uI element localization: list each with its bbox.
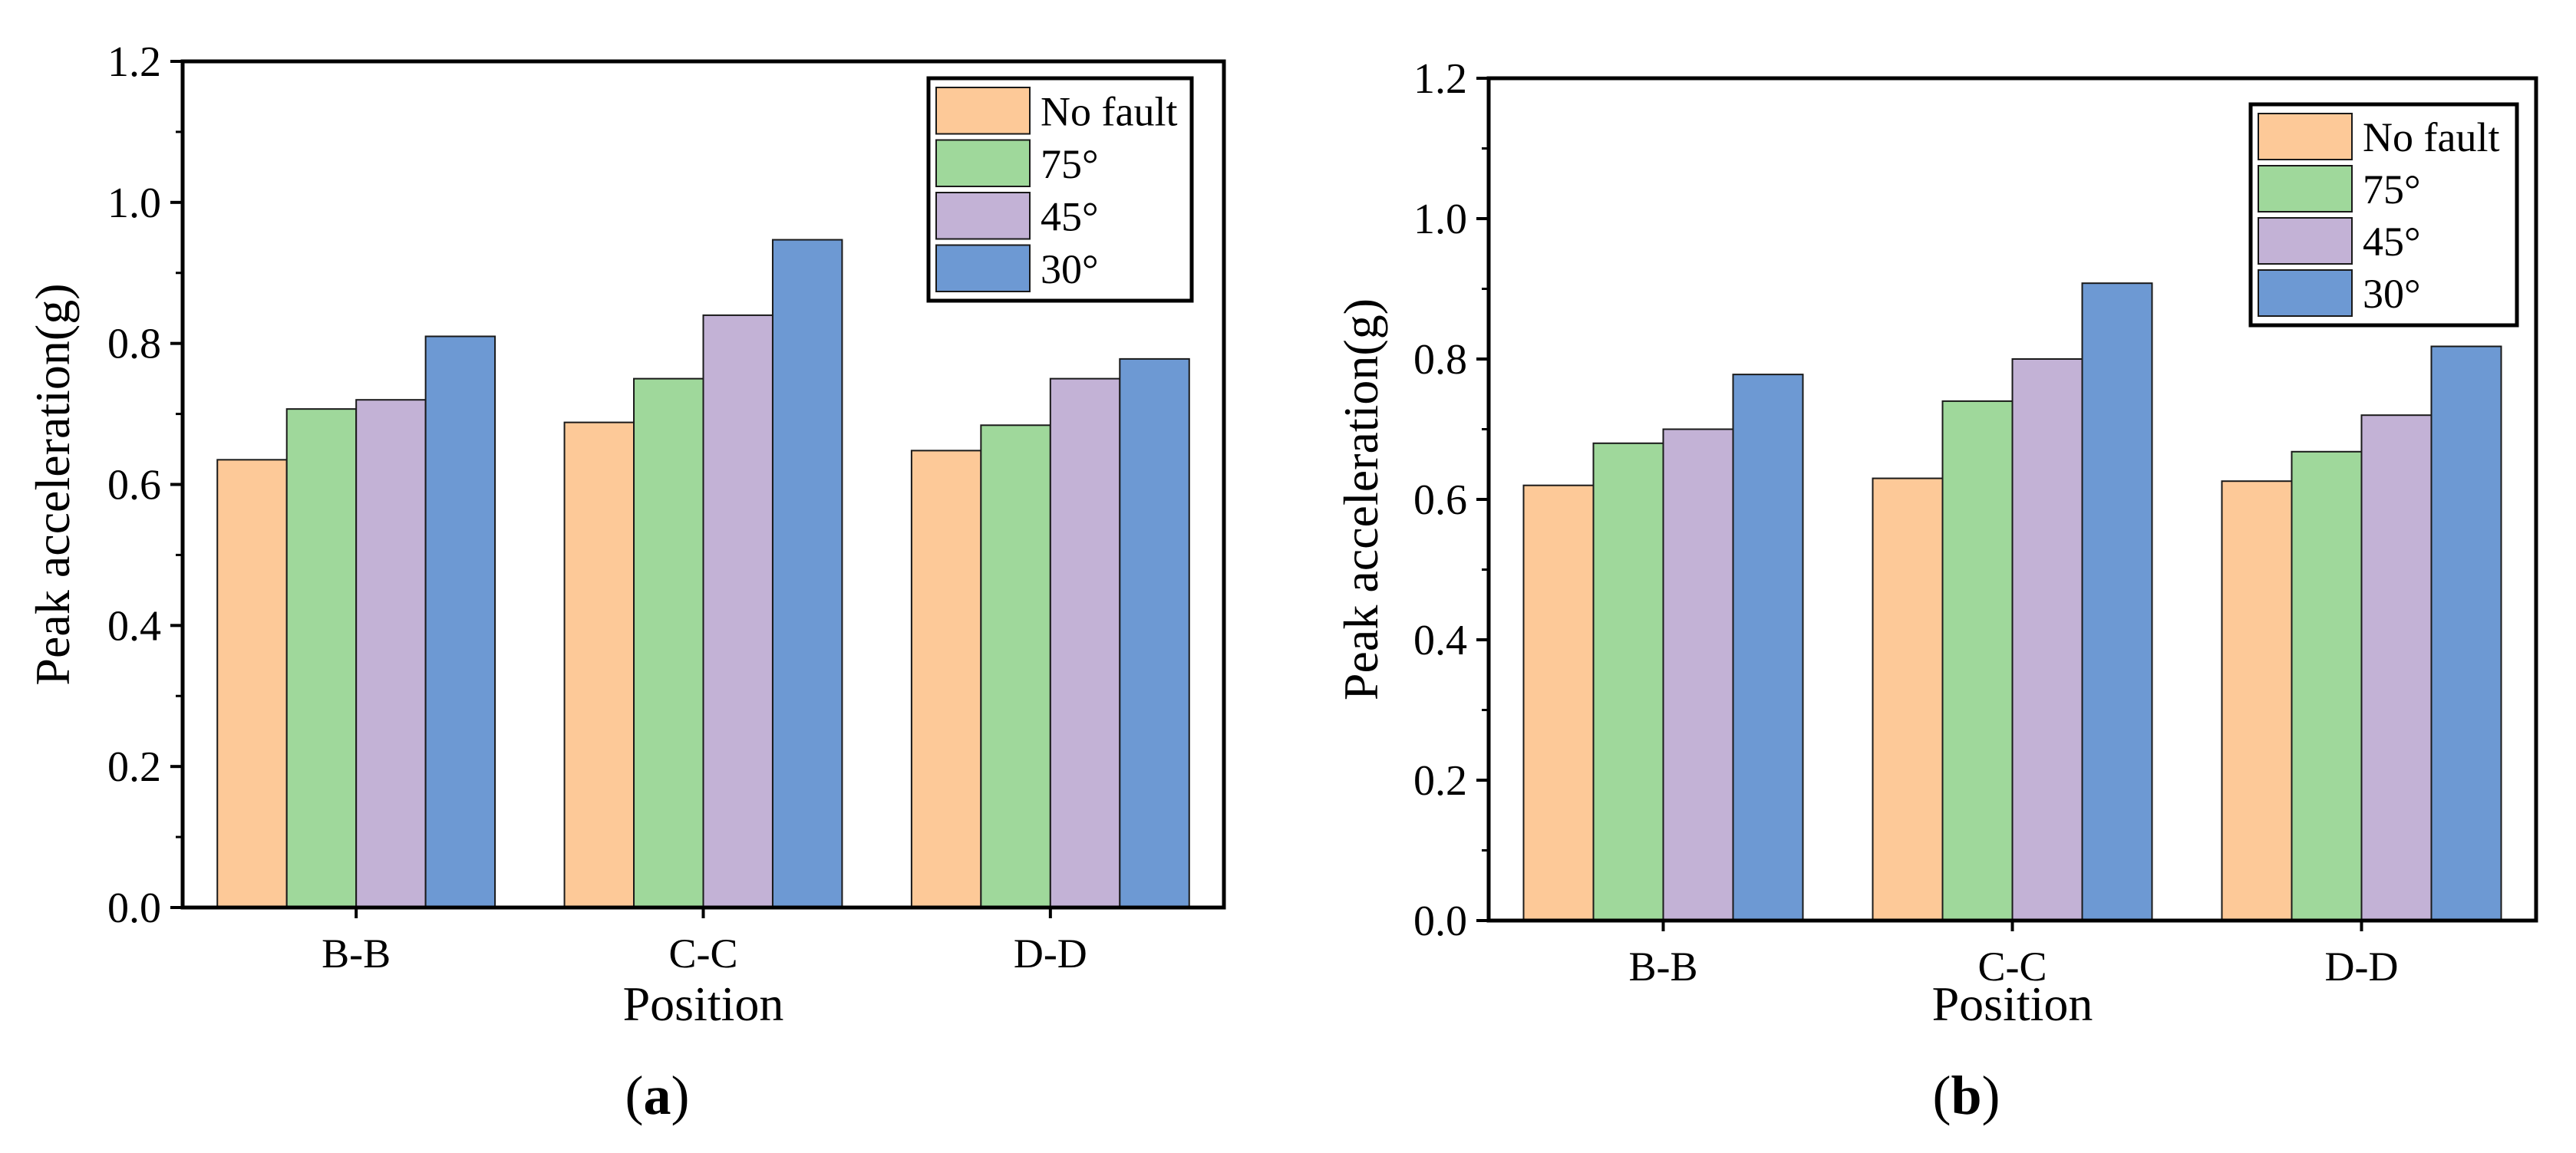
chart-a: 0.0 0.2 0.4 0.6 0.8 1.0 1.2 B-B C-C D-D Position Pe… (25, 38, 1226, 1126)
bar-b-b-b-series-3 (1662, 428, 1734, 921)
legend-label-a-1: No fault (1041, 88, 1177, 134)
x-tick-label-a-c-c: C-C (668, 931, 737, 977)
y-tick-label-a-3: 0.6 (107, 462, 161, 509)
y-tick-label-b-5: 1.0 (1413, 196, 1467, 243)
bar-a-c-c-series-4 (771, 239, 843, 908)
y-tick-label-b-0: 0.0 (1413, 898, 1467, 945)
chart-b: 0.0 0.2 0.4 0.6 0.8 1.0 1.2 B-B C-C D-D Position Pe… (1334, 55, 2538, 1126)
bar-b-b-b-series-1 (1522, 484, 1595, 921)
bar-a-b-b-series-1 (216, 459, 288, 908)
y-tick-label-b-6: 1.2 (1413, 55, 1467, 103)
bar-b-b-b-series-2 (1592, 442, 1664, 921)
bar-a-d-d-series-1 (910, 450, 982, 908)
legend-label-b-1: No fault (2363, 114, 2499, 160)
panel-label-b: (b) (1932, 1065, 2000, 1126)
bar-b-d-d-series-2 (2291, 450, 2363, 921)
legend-swatch-b-2 (2258, 165, 2353, 212)
y-tick-label-b-1: 0.2 (1413, 757, 1467, 805)
bar-b-c-c-series-1 (1872, 477, 1944, 921)
y-tick-label-a-6: 1.2 (107, 38, 161, 86)
legend-swatch-b-3 (2258, 217, 2353, 265)
bar-a-b-b-series-2 (285, 408, 358, 908)
bar-a-b-b-series-4 (424, 335, 496, 909)
legend-label-b-3: 45° (2363, 219, 2421, 265)
bar-b-d-d-series-1 (2221, 480, 2293, 921)
bar-b-d-d-series-4 (2430, 345, 2502, 921)
legend-label-a-3: 45° (1041, 193, 1099, 239)
panel-label-a: (a) (625, 1065, 690, 1126)
y-tick-label-b-2: 0.4 (1413, 617, 1467, 664)
legend-label-b-2: 75° (2363, 166, 2421, 212)
bar-a-c-c-series-1 (563, 421, 635, 908)
y-tick-label-b-4: 0.8 (1413, 336, 1467, 384)
y-tick-label-a-1: 0.2 (107, 743, 161, 791)
y-axis-title-a: Peak acceleration(g) (25, 283, 80, 685)
x-tick-label-b-c-c: C-C (1977, 944, 2047, 990)
legend-swatch-a-4 (935, 244, 1031, 292)
x-axis-title-a: Position (623, 977, 784, 1031)
y-tick-label-a-0: 0.0 (107, 885, 161, 932)
bar-a-c-c-series-2 (633, 377, 704, 908)
legend-swatch-a-1 (935, 87, 1031, 135)
bar-a-d-d-series-2 (980, 424, 1051, 908)
bar-b-c-c-series-3 (2011, 358, 2083, 921)
legend-label-a-4: 30° (1041, 246, 1099, 292)
legend-swatch-a-3 (935, 192, 1031, 240)
bar-b-c-c-series-4 (2081, 282, 2153, 921)
legend-swatch-b-4 (2258, 269, 2353, 317)
bar-b-b-b-series-4 (1732, 374, 1804, 921)
bar-a-d-d-series-4 (1119, 357, 1190, 909)
bar-a-b-b-series-3 (355, 399, 427, 908)
legend-swatch-b-1 (2258, 113, 2353, 160)
x-tick-label-b-d-d: D-D (2325, 944, 2399, 990)
x-tick-label-a-b-b: B-B (322, 931, 391, 977)
x-tick-label-b-b-b: B-B (1628, 944, 1697, 990)
bar-b-c-c-series-2 (1941, 400, 2014, 921)
bar-a-d-d-series-3 (1049, 377, 1121, 908)
x-axis-title-b: Position (1932, 977, 2093, 1031)
legend-swatch-a-2 (935, 139, 1031, 187)
y-tick-label-b-3: 0.6 (1413, 476, 1467, 524)
bar-a-c-c-series-3 (702, 314, 773, 908)
y-tick-label-a-2: 0.4 (107, 602, 161, 650)
x-tick-label-a-d-d: D-D (1014, 931, 1087, 977)
y-axis-title-b: Peak acceleration(g) (1334, 298, 1388, 700)
legend-label-a-2: 75° (1041, 141, 1099, 187)
y-tick-label-a-5: 1.0 (107, 180, 161, 227)
bar-b-d-d-series-3 (2360, 414, 2433, 921)
legend-label-b-4: 30° (2363, 271, 2421, 317)
y-tick-label-a-4: 0.8 (107, 321, 161, 368)
